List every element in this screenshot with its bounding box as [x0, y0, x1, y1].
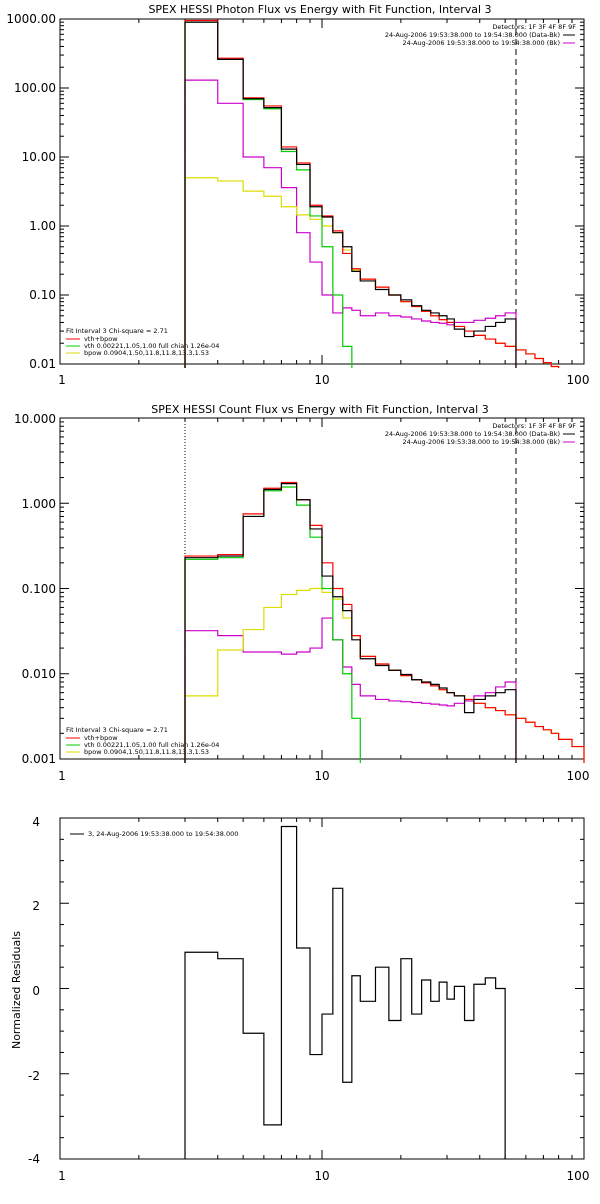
series-bpow	[184, 177, 560, 368]
series-bk	[184, 617, 517, 763]
series-residuals	[184, 825, 506, 1159]
legend-entry: 3, 24-Aug-2006 19:53:38.000 to 19:54:38.…	[88, 830, 238, 838]
legend-entry: bpow 0.0904,1.50,11.8,11.8,13.3,1.53	[84, 748, 209, 756]
x-tick-label: 1	[58, 1169, 66, 1183]
y-tick-label: 1.000	[22, 497, 56, 511]
y-tick-label: 10.00	[22, 150, 56, 164]
y-tick-label: 0.010	[22, 667, 56, 681]
y-tick-label: -4	[28, 1152, 40, 1166]
y-tick-label: 4	[32, 815, 40, 829]
y-tick-label: 0	[32, 984, 40, 998]
y-tick-label: 0.001	[22, 752, 56, 766]
y-tick-label: 1.00	[29, 219, 56, 233]
x-tick-label: 100	[567, 1169, 590, 1183]
legend-entry: vth 0.00221,1.05,1.00 full chian 1.26e-0…	[84, 741, 219, 749]
series-bk	[184, 79, 517, 368]
x-tick-label: 100	[567, 769, 590, 783]
y-tick-label: -2	[28, 1069, 40, 1083]
y-tick-label: 1000.00	[6, 12, 56, 26]
legend-entry: vth 0.00221,1.05,1.00 full chian 1.26e-0…	[84, 342, 219, 350]
y-tick-label: 10.000	[14, 412, 56, 426]
legend-entry: 24-Aug-2006 19:53:38.000 to 19:54:38.000…	[403, 39, 560, 47]
legend-entry: 24-Aug-2006 19:53:38.000 to 19:54:38.000…	[403, 438, 560, 446]
series-data-bk	[184, 21, 517, 368]
series-vth	[184, 486, 361, 763]
y-tick-label: 0.10	[29, 288, 56, 302]
chart-title: SPEX HESSI Photon Flux vs Energy with Fi…	[148, 3, 491, 16]
detectors-label: Detectors: 1F 3F 4F 8F 9F	[492, 422, 576, 430]
legend-entry: vth+bpow	[84, 335, 118, 343]
y-tick-label: 0.100	[22, 582, 56, 596]
series-data-bk	[184, 483, 517, 763]
legend-entry: bpow 0.0904,1.50,11.8,11.8,13.3,1.53	[84, 349, 209, 357]
x-tick-label: 10	[314, 373, 329, 387]
fit-interval-label: Fit Interval 3 Chi-square = 2.71	[66, 327, 168, 335]
legend-entry: vth+bpow	[84, 734, 118, 742]
x-tick-label: 1	[58, 373, 66, 387]
series-vth-bpow	[184, 481, 585, 763]
series-bpow	[184, 587, 585, 763]
x-tick-label: 10	[314, 1169, 329, 1183]
y-axis-label: Normalized Residuals	[10, 931, 23, 1049]
photon-flux-panel: SPEX HESSI Photon Flux vs Energy with Fi…	[6, 3, 589, 387]
y-tick-label: 2	[32, 899, 40, 913]
detectors-label: Detectors: 1F 3F 4F 8F 9F	[492, 23, 576, 31]
legend-entry: 24-Aug-2006 19:53:38.000 to 19:54:38.000…	[385, 430, 560, 438]
x-tick-label: 1	[58, 769, 66, 783]
x-tick-label: 10	[314, 769, 329, 783]
legend-entry: 24-Aug-2006 19:53:38.000 to 19:54:38.000…	[385, 31, 560, 39]
fit-interval-label: Fit Interval 3 Chi-square = 2.71	[66, 726, 168, 734]
count-flux-panel: SPEX HESSI Count Flux vs Energy with Fit…	[14, 403, 589, 783]
y-tick-label: 100.00	[14, 81, 56, 95]
series-vth	[184, 21, 353, 368]
y-tick-label: 0.01	[29, 357, 56, 371]
residuals-panel: 4 2 0 -2 -4 1 10 100 Normalized Residual…	[10, 815, 589, 1183]
chart-title: SPEX HESSI Count Flux vs Energy with Fit…	[151, 403, 488, 416]
x-tick-label: 100	[567, 373, 590, 387]
plot-frame	[59, 18, 585, 365]
